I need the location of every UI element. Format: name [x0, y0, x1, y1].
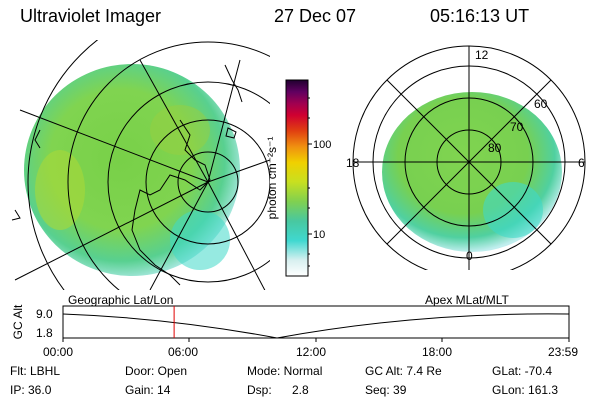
dsp-value: 2.8 — [292, 383, 309, 397]
colorbar-unit-label: photon cm⁻²s⁻¹ — [265, 137, 279, 220]
filter-info: Flt: LBHL — [10, 364, 61, 378]
glat-info: GLat: -70.4 — [492, 364, 553, 378]
colorbar-tick-label: 10 — [313, 229, 325, 241]
date-label: 27 Dec 07 — [274, 6, 357, 26]
altitude-curve — [62, 313, 570, 339]
altitude-plot-frame — [62, 305, 570, 339]
geographic-caption: Geographic Lat/Lon — [68, 293, 174, 307]
gain-info: Gain: 14 — [125, 383, 171, 397]
mlt-label-6: 6 — [578, 156, 585, 170]
lat-lon-grid — [14, 40, 270, 290]
dsp-label: Dsp: — [247, 383, 272, 397]
mode-info: Mode: Normal — [247, 364, 323, 378]
ip-info: IP: 36.0 — [10, 383, 52, 397]
altitude-y-label: GC Alt — [11, 304, 25, 339]
mlat-label-80: 80 — [488, 141, 502, 155]
altitude-y-tick: 9.0 — [36, 307, 53, 321]
mlt-label-18: 18 — [346, 156, 360, 170]
altitude-plot: 9.0 1.8 GC Alt — [11, 304, 570, 342]
x-tick-label: 18:00 — [422, 345, 453, 359]
coastline — [11, 64, 243, 286]
colorbar: 100 10 photon cm⁻²s⁻¹ — [265, 79, 331, 277]
gc-alt-info: GC Alt: 7.4 Re — [365, 364, 442, 378]
apex-polar-map: 12 18 6 0 60 70 80 — [346, 45, 586, 270]
altitude-y-tick: 1.8 — [36, 326, 53, 340]
geographic-map — [11, 40, 270, 290]
instrument-title: Ultraviolet Imager — [20, 6, 162, 26]
door-info: Door: Open — [125, 364, 188, 378]
time-label: 05:16:13 UT — [430, 6, 530, 26]
mlat-label-70: 70 — [510, 120, 524, 134]
mlat-label-60: 60 — [534, 97, 548, 111]
mlt-label-12: 12 — [475, 48, 489, 62]
colorbar-scale — [285, 79, 309, 277]
glon-info: GLon: 161.3 — [492, 383, 559, 397]
x-tick-label: 23:59 — [548, 345, 579, 359]
seq-info: Seq: 39 — [365, 383, 407, 397]
altitude-x-ticks — [62, 338, 570, 342]
colorbar-tick-label: 100 — [313, 139, 331, 151]
mlt-label-0: 0 — [466, 249, 473, 263]
x-tick-label: 06:00 — [168, 345, 199, 359]
apex-caption: Apex MLat/MLT — [425, 293, 509, 307]
mlat-mlt-grid — [352, 45, 586, 270]
x-tick-label: 00:00 — [43, 345, 74, 359]
colorbar-ticks — [308, 97, 312, 267]
x-tick-label: 12:00 — [296, 345, 327, 359]
